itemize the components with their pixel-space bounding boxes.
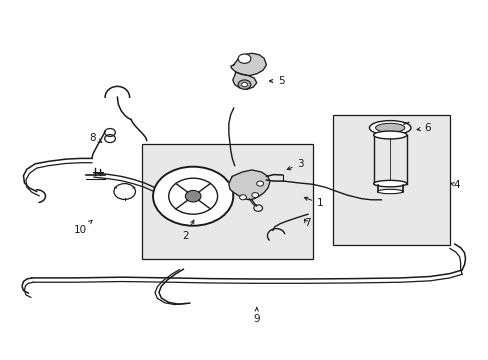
Text: 7: 7 <box>303 218 310 228</box>
Circle shape <box>251 193 258 198</box>
Text: 10: 10 <box>74 220 92 235</box>
Bar <box>332 115 449 245</box>
Text: 4: 4 <box>450 180 460 190</box>
Circle shape <box>241 82 247 87</box>
Text: 5: 5 <box>269 76 284 86</box>
Text: 6: 6 <box>416 123 430 133</box>
Text: 9: 9 <box>253 308 260 324</box>
Circle shape <box>185 190 201 202</box>
Circle shape <box>239 195 246 200</box>
Text: 8: 8 <box>89 132 102 143</box>
Circle shape <box>153 167 233 226</box>
Ellipse shape <box>373 131 406 139</box>
Polygon shape <box>228 170 269 200</box>
Bar <box>142 144 312 259</box>
Ellipse shape <box>377 189 402 194</box>
Circle shape <box>168 178 217 214</box>
Polygon shape <box>232 72 256 89</box>
Ellipse shape <box>373 180 406 187</box>
Circle shape <box>238 80 250 89</box>
Text: 1: 1 <box>304 197 323 208</box>
Text: 2: 2 <box>182 220 193 241</box>
Circle shape <box>238 54 250 63</box>
Polygon shape <box>230 53 266 76</box>
Text: 3: 3 <box>286 159 304 170</box>
Ellipse shape <box>369 121 410 135</box>
Circle shape <box>256 181 263 186</box>
Ellipse shape <box>375 123 404 132</box>
